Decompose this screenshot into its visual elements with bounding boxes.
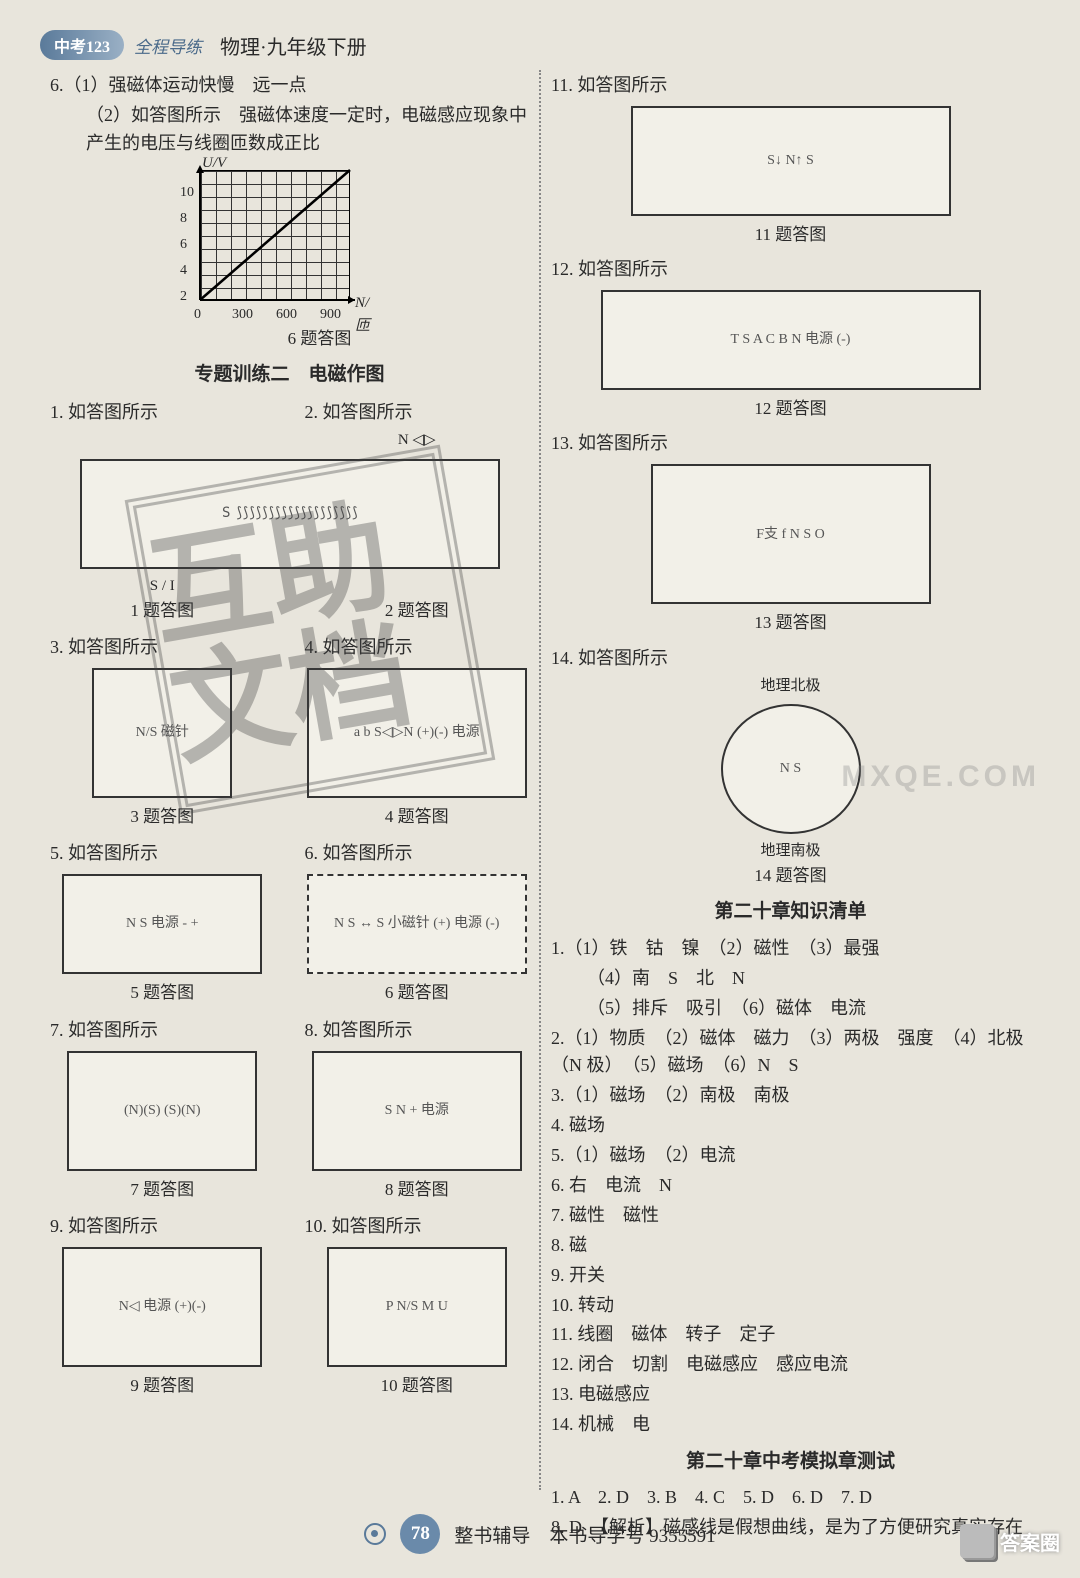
q7-label: 7. 如答图所示 bbox=[50, 1017, 275, 1045]
list-item: 11. 线圈 磁体 转子 定子 bbox=[551, 1321, 1030, 1349]
list-item: 5.（1）磁场 （2）电流 bbox=[551, 1142, 1030, 1170]
site-watermark: MXQE.COM bbox=[841, 760, 1040, 794]
q4-figure: a b S◁▷N (+)(-) 电源 bbox=[307, 668, 527, 798]
page-number: 78 bbox=[400, 1514, 440, 1554]
list-item: 12. 闭合 切割 电磁感应 感应电流 bbox=[551, 1351, 1030, 1379]
q8-cap: 8 题答图 bbox=[305, 1177, 530, 1203]
list-item: （5）排斥 吸引 （6）磁体 电流 bbox=[551, 995, 1030, 1023]
list-item: 4. 磁场 bbox=[551, 1112, 1030, 1140]
list-item: 13. 电磁感应 bbox=[551, 1381, 1030, 1409]
cube-icon bbox=[960, 1524, 994, 1558]
q14-north: 地理北极 bbox=[551, 675, 1030, 698]
q4-label: 4. 如答图所示 bbox=[305, 634, 530, 662]
q1-label: 1. 如答图所示 bbox=[50, 399, 275, 427]
q11-figure: S↓ N↑ S bbox=[631, 106, 951, 216]
q12-cap: 12 题答图 bbox=[551, 396, 1030, 422]
q1-q2-figure: S ⟆⟆⟆⟆⟆⟆⟆⟆⟆⟆⟆⟆⟆⟆⟆⟆⟆⟆⟆ bbox=[80, 459, 500, 569]
q2-note: N ◁▷ bbox=[305, 429, 530, 452]
q2-cap: 2 题答图 bbox=[305, 598, 530, 624]
q11-label: 11. 如答图所示 bbox=[551, 72, 1030, 100]
xtick: 600 bbox=[276, 304, 297, 326]
q6-part1: 6.（1）强磁体运动快慢 远一点 bbox=[50, 72, 529, 100]
q10-label: 10. 如答图所示 bbox=[305, 1213, 530, 1241]
list-item: 2.（1）物质 （2）磁体 磁力 （3）两极 强度 （4）北极（N 极） （5）… bbox=[551, 1025, 1030, 1081]
q13-cap: 13 题答图 bbox=[551, 610, 1030, 636]
list-item: （4）南 S 北 N bbox=[551, 965, 1030, 993]
q12-label: 12. 如答图所示 bbox=[551, 256, 1030, 284]
page-header: 中考123 全程导练 物理·九年级下册 bbox=[40, 30, 1040, 60]
book-title: 物理·九年级下册 bbox=[220, 31, 367, 60]
q6b-cap: 6 题答图 bbox=[305, 980, 530, 1006]
list-item: 8. 磁 bbox=[551, 1232, 1030, 1260]
ytick: 4 bbox=[180, 260, 187, 282]
section2-title: 专题训练二 电磁作图 bbox=[50, 360, 529, 389]
q7-figure: (N)(S) (S)(N) bbox=[67, 1051, 257, 1171]
ytick: 2 bbox=[180, 286, 187, 308]
list-item: 3.（1）磁场 （2）南极 南极 bbox=[551, 1082, 1030, 1110]
q10-figure: P N/S M U bbox=[327, 1247, 507, 1367]
q9-figure: N◁ 电源 (+)(-) bbox=[62, 1247, 262, 1367]
q3-cap: 3 题答图 bbox=[50, 804, 275, 830]
corner-logo-text: 答案圈 bbox=[1000, 1527, 1060, 1556]
xtick: 300 bbox=[232, 304, 253, 326]
ytick: 10 bbox=[180, 182, 194, 204]
q3-figure: N/S 磁针 bbox=[92, 668, 232, 798]
q14-south: 地理南极 bbox=[551, 840, 1030, 863]
list-item: 9. 开关 bbox=[551, 1262, 1030, 1290]
q14-figure: N S bbox=[721, 704, 861, 834]
chart-line bbox=[200, 170, 350, 300]
q1-note: S / I bbox=[50, 575, 275, 598]
xtick: 900 bbox=[320, 304, 341, 326]
q6b-figure: N S ↔ S 小磁针 (+) 电源 (-) bbox=[307, 874, 527, 974]
ch20-list-title: 第二十章知识清单 bbox=[551, 897, 1030, 926]
q13-label: 13. 如答图所示 bbox=[551, 430, 1030, 458]
ytick: 8 bbox=[180, 208, 187, 230]
q4-cap: 4 题答图 bbox=[305, 804, 530, 830]
list-item: 1.（1）铁 钴 镍 （2）磁性 （3）最强 bbox=[551, 935, 1030, 963]
list-item: 10. 转动 bbox=[551, 1292, 1030, 1320]
q10-cap: 10 题答图 bbox=[305, 1373, 530, 1399]
xtick: 0 bbox=[194, 304, 201, 326]
left-column: 6.（1）强磁体运动快慢 远一点 （2）如答图所示 强磁体速度一定时，电磁感应现… bbox=[40, 70, 539, 1490]
chart-xlabel: N/匝 bbox=[355, 292, 370, 339]
list-item: 7. 磁性 磁性 bbox=[551, 1202, 1030, 1230]
q13-figure: F支 f N S O bbox=[651, 464, 931, 604]
q11-cap: 11 题答图 bbox=[551, 222, 1030, 248]
list-item: 14. 机械 电 bbox=[551, 1411, 1030, 1439]
series-badge: 中考123 bbox=[40, 30, 124, 60]
q5-label: 5. 如答图所示 bbox=[50, 840, 275, 868]
corner-logo: 答案圈 bbox=[960, 1524, 1060, 1558]
q1-cap: 1 题答图 bbox=[50, 598, 275, 624]
q5-figure: N S 电源 - + bbox=[62, 874, 262, 974]
q9-label: 9. 如答图所示 bbox=[50, 1213, 275, 1241]
q6-part2: （2）如答图所示 强磁体速度一定时，电磁感应现象中产生的电压与线圈匝数成正比 bbox=[50, 102, 529, 158]
q5-cap: 5 题答图 bbox=[50, 980, 275, 1006]
chart-caption: 6 题答图 bbox=[110, 326, 529, 352]
q14-label: 14. 如答图所示 bbox=[551, 645, 1030, 673]
q3-label: 3. 如答图所示 bbox=[50, 634, 275, 662]
q12-figure: T S A C B N 电源 (-) bbox=[601, 290, 981, 390]
series-subtitle: 全程导练 bbox=[134, 33, 202, 58]
q9-cap: 9 题答图 bbox=[50, 1373, 275, 1399]
page-footer: 78 整书辅导 本书导学号 9355591 bbox=[0, 1514, 1080, 1554]
ytick: 6 bbox=[180, 234, 187, 256]
q7-cap: 7 题答图 bbox=[50, 1177, 275, 1203]
ch20-test-title: 第二十章中考模拟章测试 bbox=[551, 1447, 1030, 1476]
q2-label: 2. 如答图所示 bbox=[305, 399, 530, 427]
q8-figure: S N + 电源 bbox=[312, 1051, 522, 1171]
footer-target-icon bbox=[364, 1523, 386, 1545]
footer-text: 整书辅导 本书导学号 9355591 bbox=[454, 1521, 715, 1548]
test-answers-1: 1. A 2. D 3. B 4. C 5. D 6. D 7. D bbox=[551, 1484, 1030, 1512]
q8-label: 8. 如答图所示 bbox=[305, 1017, 530, 1045]
list-item: 6. 右 电流 N bbox=[551, 1172, 1030, 1200]
q14-cap: 14 题答图 bbox=[551, 863, 1030, 889]
q6-chart: U/V N/匝 2 4 6 8 10 0 300 600 900 bbox=[170, 164, 370, 324]
q6b-label: 6. 如答图所示 bbox=[305, 840, 530, 868]
